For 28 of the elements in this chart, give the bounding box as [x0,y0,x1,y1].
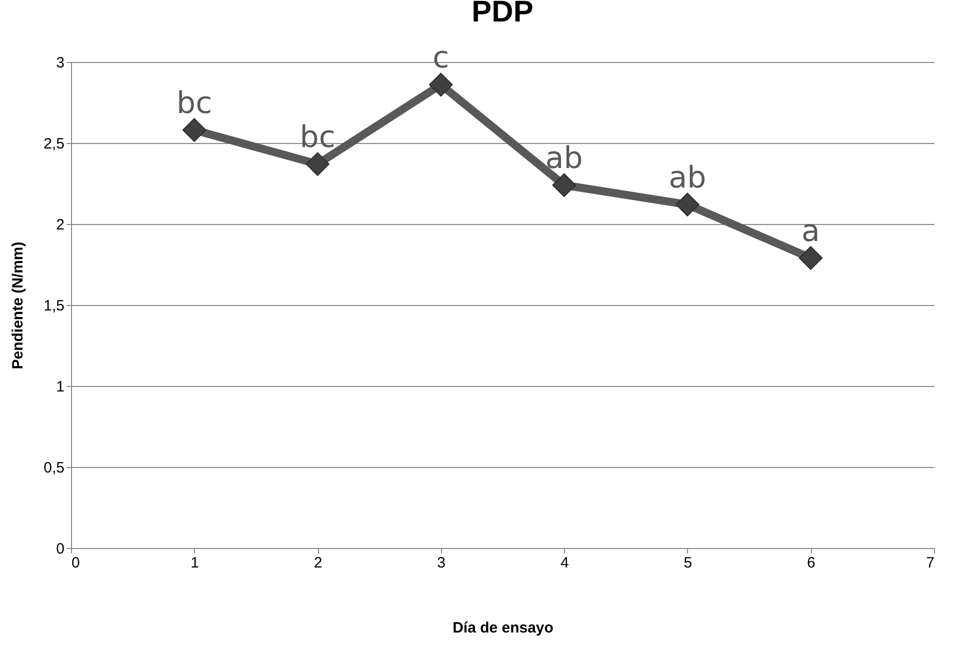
annotation: bc [176,86,212,122]
point [552,173,576,198]
x-tick-label: 7 [926,554,934,572]
point [428,72,453,97]
y-tick-label: 1 [56,378,64,396]
y-tick-label: 0 [56,540,64,558]
x-tick-label: 0 [72,554,80,572]
y-tick-label: 3 [56,54,64,72]
point [676,192,700,216]
x-tick-label: 4 [560,554,569,572]
x-tick-label: 1 [190,554,199,572]
x-tick-label: 5 [684,554,692,572]
annotation: ab [668,160,706,196]
annotation: a [802,214,820,250]
y-axis-title: Pendiente (N/mm) [10,242,27,370]
y-tick-label: 0,5 [44,460,64,476]
x-axis-title: Día de ensayo [452,620,554,636]
point [306,152,330,176]
y-tick-label: 1,5 [44,298,64,314]
y-tick-label: 2,5 [44,136,64,152]
y-tick-label: 2 [56,216,64,234]
chart-title: PDP [472,0,534,29]
point [182,118,206,142]
point [798,246,823,270]
x-tick-label: 6 [807,554,816,572]
x-tick-label: 3 [437,554,446,572]
x-tick-label: 2 [314,554,322,572]
annotation: ab [545,141,583,176]
